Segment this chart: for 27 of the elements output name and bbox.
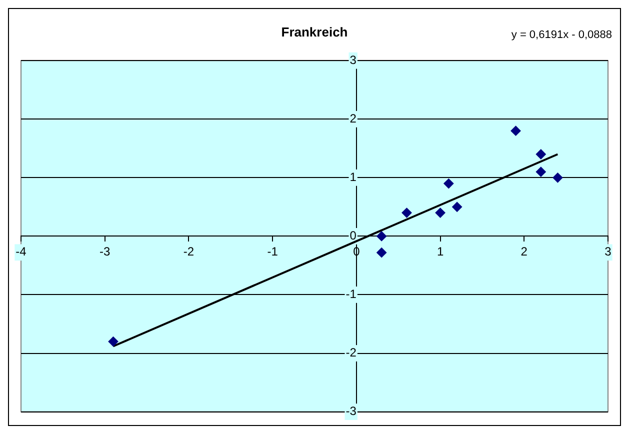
point [435, 208, 446, 218]
x-tick-label: -4 [16, 244, 27, 259]
x-tick-label: 2 [520, 244, 528, 259]
text: y = 0,6191x - 0,0888 [511, 29, 612, 42]
chart-title: Frankreich [281, 24, 348, 40]
y-tick-label: 1 [350, 170, 357, 184]
point [552, 172, 563, 183]
point [452, 202, 462, 212]
y-tick-label: 3 [350, 52, 357, 67]
x-tick-label: 1 [436, 244, 444, 259]
point [510, 126, 521, 136]
x-tick-label: -1 [267, 244, 278, 259]
y-tick-label: -3 [346, 404, 357, 418]
point [402, 208, 412, 218]
y-tick-label: -2 [346, 346, 357, 360]
x-tick-label: -2 [183, 244, 194, 259]
point [536, 149, 546, 160]
x-tick-label: 3 [604, 244, 612, 259]
y-tick-label: 0 [350, 228, 357, 243]
y-tick-label: 2 [350, 111, 357, 126]
y-tick-label: -1 [346, 287, 357, 302]
x-tick-label: -3 [100, 244, 111, 259]
point [536, 166, 546, 177]
point [376, 248, 387, 258]
point [376, 231, 387, 242]
point [444, 178, 454, 189]
point [108, 336, 118, 347]
